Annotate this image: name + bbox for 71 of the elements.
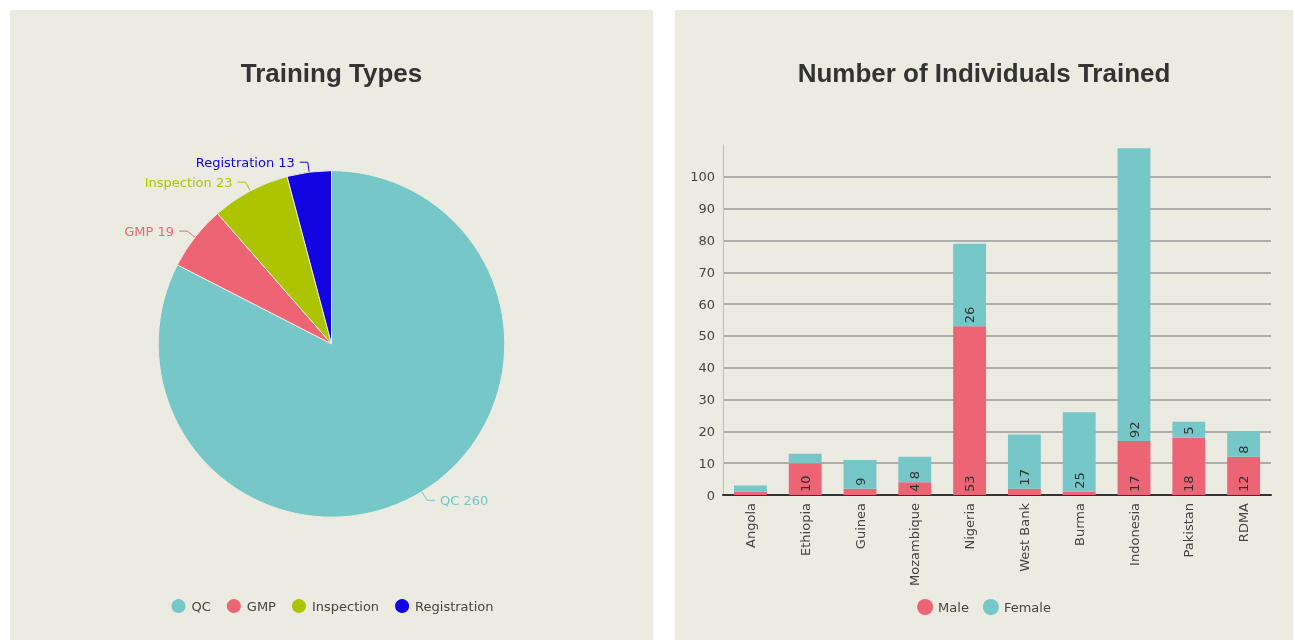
data-label: 9	[852, 477, 868, 486]
x-tick-label: Indonesia	[1126, 503, 1142, 566]
data-label: 12	[1236, 475, 1252, 492]
data-label: 8	[1236, 445, 1252, 454]
x-tick-label: Nigeria	[962, 503, 978, 550]
bar	[1007, 488, 1041, 495]
x-tick-label: Guinea	[852, 503, 868, 550]
slice-label: Registration	[195, 154, 275, 170]
y-tick-label: 80	[698, 232, 715, 248]
bar	[1062, 491, 1096, 495]
y-tick-label: 100	[690, 169, 715, 185]
bar	[1172, 437, 1206, 495]
y-tick-label: 40	[698, 360, 715, 376]
chart-title: Training Types	[240, 58, 423, 88]
bar	[953, 326, 987, 495]
data-label: 19	[157, 223, 175, 239]
legend-label: GMP	[246, 598, 277, 614]
bar	[1227, 431, 1261, 457]
data-label: 5	[1181, 426, 1197, 435]
bar	[733, 491, 767, 495]
data-label: 260	[463, 492, 489, 508]
bar	[1117, 148, 1151, 441]
bar	[733, 485, 767, 492]
data-label: 25	[1071, 472, 1087, 489]
data-label: 92	[1126, 421, 1142, 438]
y-tick-label: 0	[706, 487, 715, 503]
data-label: 4	[907, 483, 923, 492]
bar	[1117, 440, 1151, 495]
data-label: 17	[1126, 475, 1142, 492]
x-tick-label: Mozambique	[907, 503, 923, 586]
y-tick-label: 10	[698, 455, 715, 471]
legend-label: Registration	[415, 598, 494, 614]
bar	[898, 482, 932, 495]
bar	[953, 243, 987, 327]
x-tick-label: West Bank	[1016, 502, 1032, 572]
y-tick-label: 50	[698, 328, 715, 344]
bar	[843, 460, 877, 489]
y-tick-label: 90	[698, 201, 715, 217]
data-label: 53	[962, 475, 978, 492]
y-tick-label: 30	[698, 392, 715, 408]
bar	[843, 488, 877, 495]
data-label: 18	[1181, 475, 1197, 492]
x-tick-label: Angola	[742, 503, 758, 548]
x-tick-label: Burma	[1071, 503, 1087, 546]
y-tick-label: 60	[698, 296, 715, 312]
legend-label: QC	[191, 598, 211, 614]
data-label: 10	[797, 475, 813, 492]
slice-label: Inspection	[144, 174, 212, 190]
slice-label: GMP	[124, 223, 154, 239]
slice-label: QC	[440, 492, 460, 508]
bar	[1172, 421, 1206, 438]
legend-label: Inspection	[311, 598, 380, 614]
data-label: 17	[1016, 469, 1032, 486]
bar	[788, 453, 822, 464]
x-tick-label: Pakistan	[1181, 503, 1197, 558]
bar	[1227, 456, 1261, 495]
data-label: 23	[215, 174, 233, 190]
bar	[1007, 434, 1041, 489]
x-tick-label: RDMA	[1236, 502, 1252, 543]
data-label: 8	[907, 470, 923, 480]
legend-label: Female	[1003, 599, 1051, 615]
data-label: 26	[962, 306, 978, 324]
data-label: 13	[278, 154, 295, 170]
bar	[1062, 412, 1096, 492]
y-tick-label: 20	[698, 423, 715, 439]
chart-title: Number of Individuals Trained	[797, 58, 1171, 88]
bar	[788, 463, 822, 495]
y-tick-label: 70	[698, 264, 715, 280]
x-tick-label: Ethiopia	[797, 503, 813, 556]
legend-label: Male	[938, 599, 969, 615]
bar	[898, 456, 932, 483]
